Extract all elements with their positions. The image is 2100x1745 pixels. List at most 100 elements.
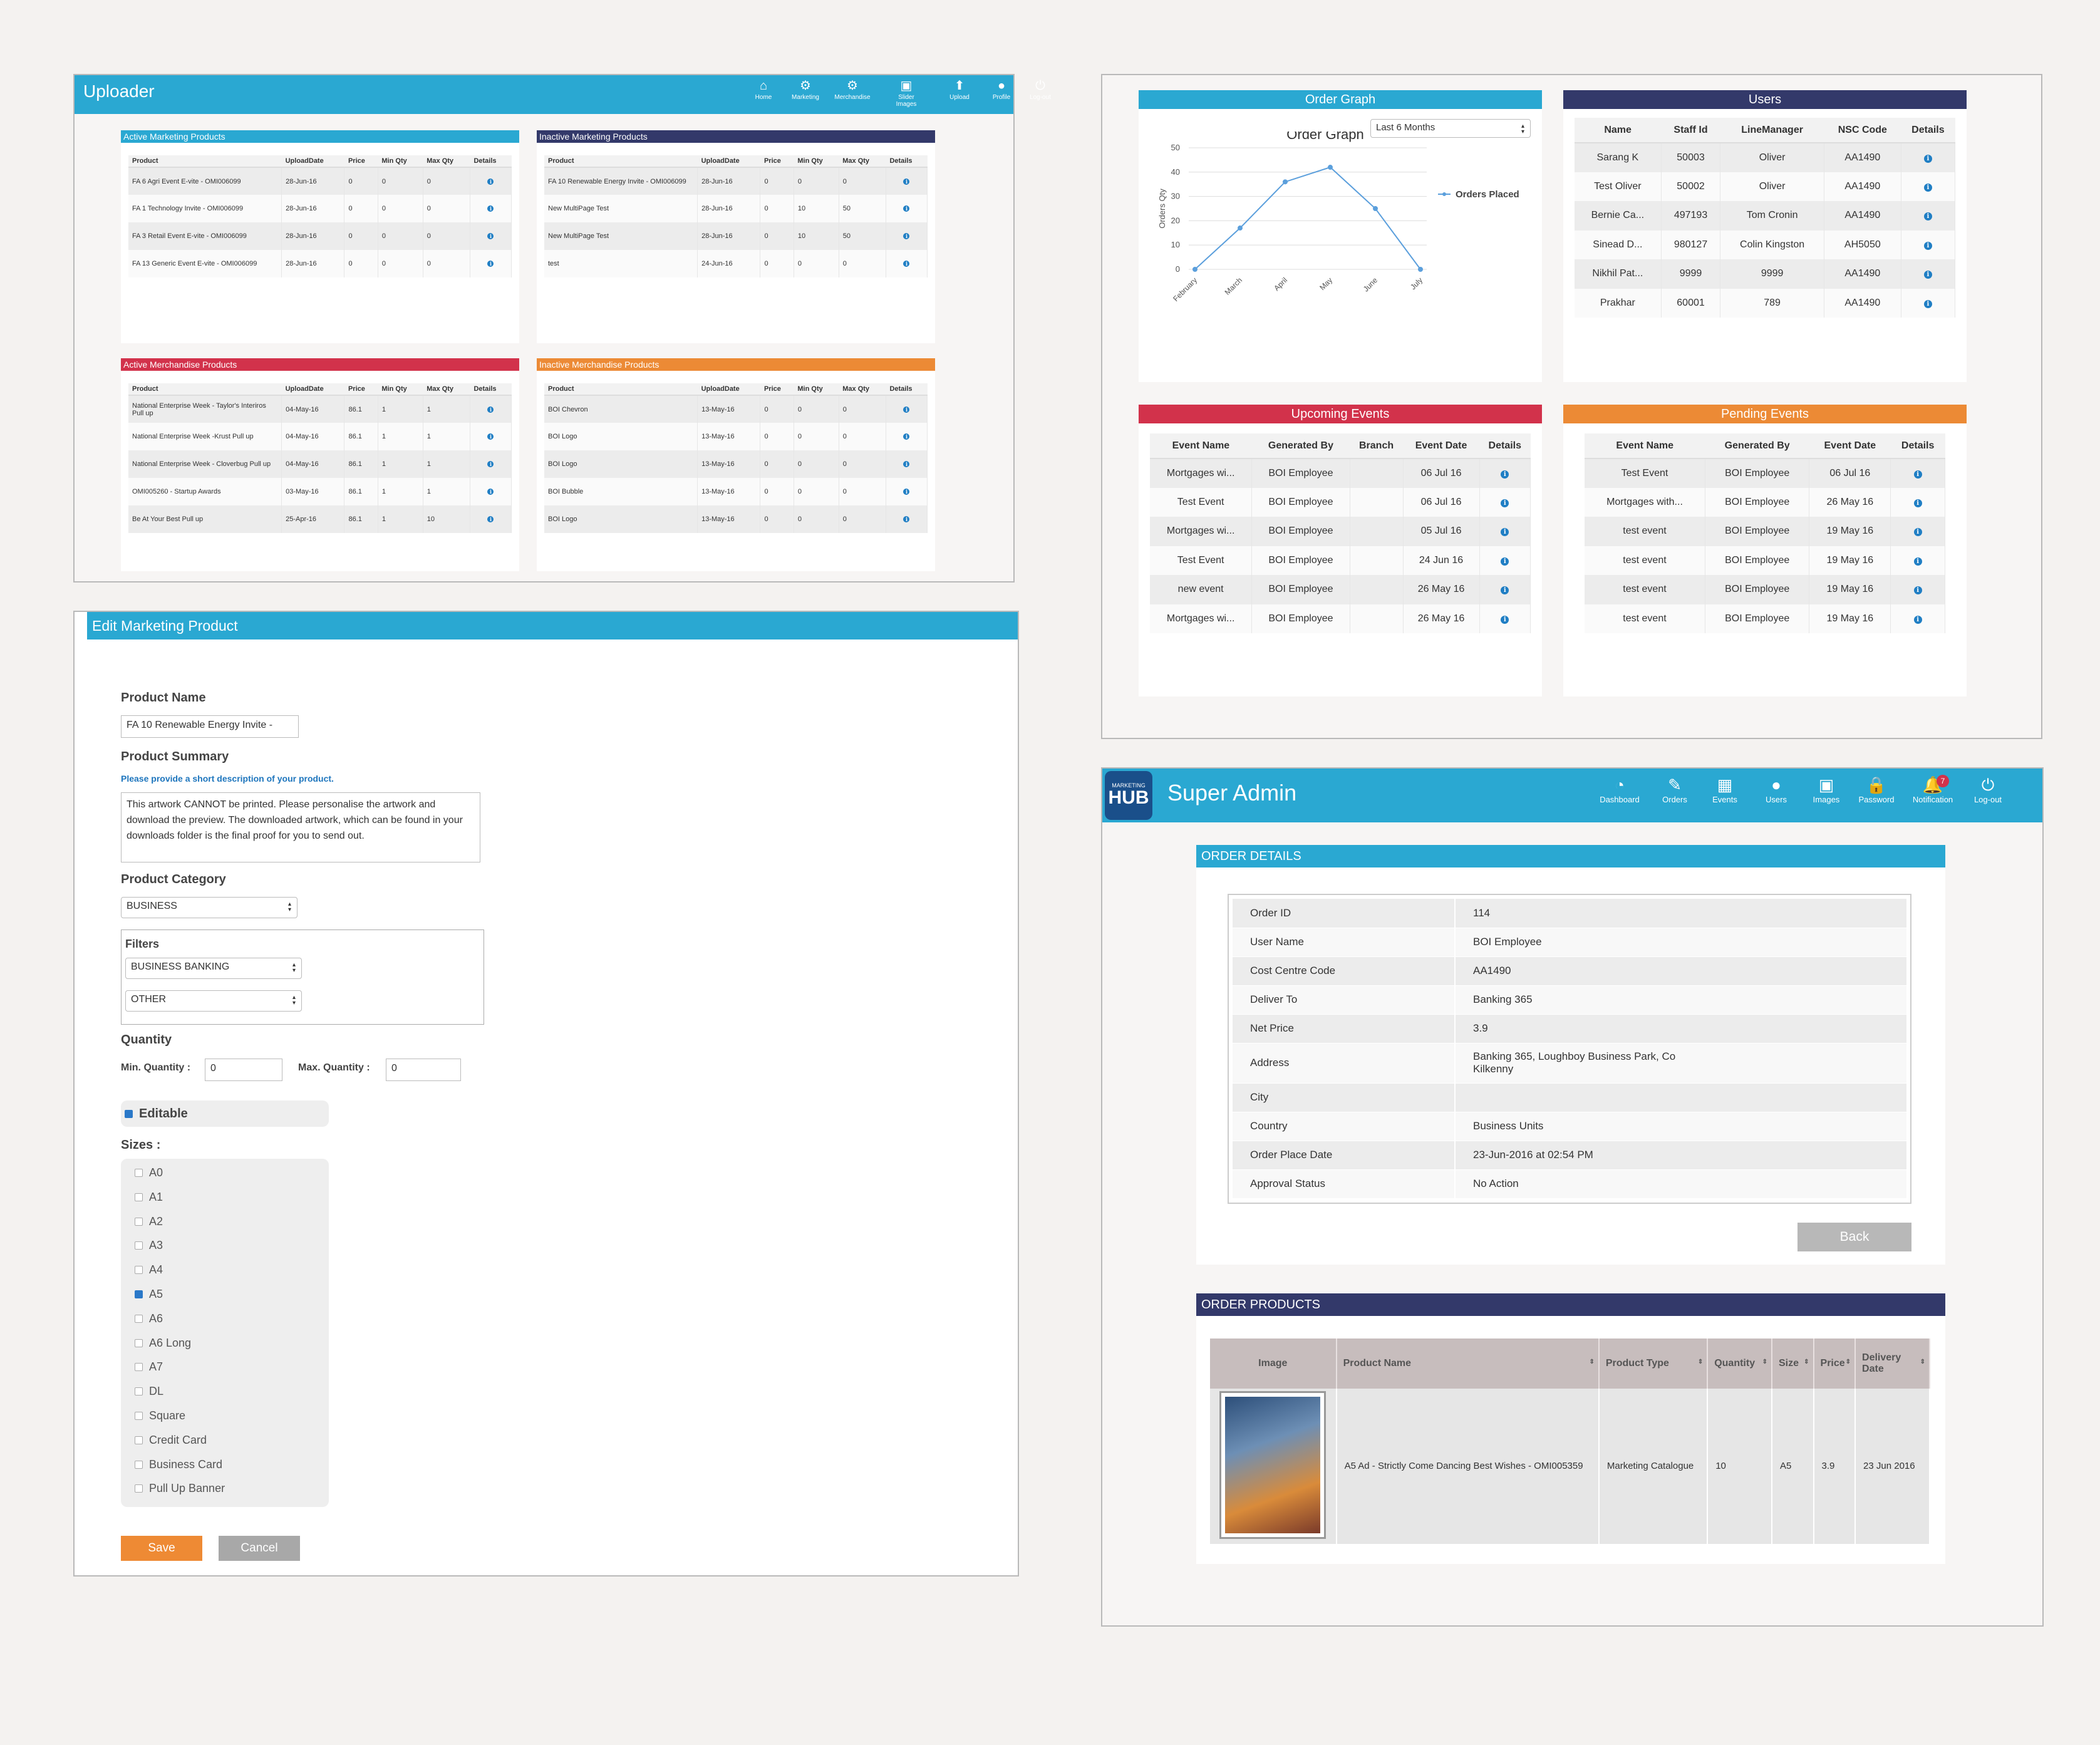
column-header[interactable]: Min Qty <box>378 383 423 396</box>
column-header[interactable]: Max Qty <box>839 155 886 168</box>
nav-events[interactable]: ▦ Events <box>1700 775 1750 804</box>
details-info-icon[interactable]: i <box>487 516 494 522</box>
details-info-icon[interactable]: i <box>487 205 494 212</box>
column-header[interactable]: Details <box>886 155 928 168</box>
size-option[interactable]: A5 <box>135 1288 163 1301</box>
nav-log-out[interactable]: ⏻ Log-out <box>1022 78 1059 101</box>
size-checkbox[interactable] <box>135 1387 143 1396</box>
column-header[interactable]: Image <box>1210 1339 1337 1389</box>
data-point[interactable] <box>1192 267 1197 272</box>
nav-profile[interactable]: ● Profile <box>983 78 1020 101</box>
cancel-button[interactable]: Cancel <box>219 1536 300 1561</box>
column-header[interactable]: Product <box>128 383 282 396</box>
column-header[interactable]: Price <box>344 383 378 396</box>
legend-label[interactable]: Orders Placed <box>1456 189 1519 200</box>
range-select[interactable]: Last 6 Months <box>1370 119 1531 138</box>
size-option[interactable]: Business Card <box>135 1458 222 1471</box>
filter-select-1[interactable]: BUSINESS BANKING <box>125 958 302 979</box>
details-info-icon[interactable]: i <box>1923 299 1932 308</box>
nav-orders[interactable]: ✎ Orders <box>1650 775 1700 804</box>
details-info-icon[interactable]: i <box>487 178 494 185</box>
details-info-icon[interactable]: i <box>903 433 910 440</box>
nav-dashboard[interactable]: ◔ Dashboard <box>1595 775 1645 804</box>
column-header[interactable]: Size ⇕ <box>1772 1339 1814 1389</box>
size-option[interactable]: Square <box>135 1409 185 1422</box>
column-header[interactable]: Max Qty <box>423 155 470 168</box>
details-info-icon[interactable]: i <box>487 489 494 495</box>
column-header[interactable]: Quantity ⇕ <box>1707 1339 1772 1389</box>
column-header[interactable]: Min Qty <box>378 155 423 168</box>
column-header[interactable]: Delivery Date ⇕ <box>1855 1339 1930 1389</box>
details-info-icon[interactable]: i <box>1913 470 1922 479</box>
column-header[interactable]: UploadDate <box>281 155 344 168</box>
details-info-icon[interactable]: i <box>903 205 910 212</box>
details-info-icon[interactable]: i <box>1923 212 1932 221</box>
nav-merchandise[interactable]: ⚙ Merchandise <box>834 78 871 101</box>
column-header[interactable]: Product Type ⇕ <box>1598 1339 1709 1389</box>
size-option[interactable]: A4 <box>135 1263 163 1276</box>
size-option[interactable]: A3 <box>135 1239 163 1252</box>
nav-home[interactable]: ⌂ Home <box>745 78 782 101</box>
size-checkbox[interactable] <box>135 1193 143 1201</box>
size-checkbox[interactable] <box>135 1169 143 1177</box>
sort-icon[interactable]: ⇕ <box>1697 1359 1704 1365</box>
column-header[interactable]: Max Qty <box>423 383 470 396</box>
details-info-icon[interactable]: i <box>1501 557 1509 566</box>
column-header[interactable]: Price <box>760 383 794 396</box>
details-info-icon[interactable]: i <box>1923 154 1932 163</box>
size-checkbox[interactable] <box>135 1339 143 1347</box>
details-info-icon[interactable]: i <box>1913 586 1922 595</box>
details-info-icon[interactable]: i <box>1913 615 1922 624</box>
nav-marketing[interactable]: ⚙ Marketing <box>787 78 824 101</box>
size-option[interactable]: A7 <box>135 1360 163 1374</box>
details-info-icon[interactable]: i <box>903 406 910 413</box>
details-info-icon[interactable]: i <box>903 461 910 467</box>
nav-slider-images[interactable]: ▣ Slider Images <box>887 78 925 108</box>
details-info-icon[interactable]: i <box>487 406 494 413</box>
details-info-icon[interactable]: i <box>1913 528 1922 537</box>
back-button[interactable]: Back <box>1797 1223 1911 1251</box>
column-header[interactable]: Product Name ⇕ <box>1336 1339 1600 1389</box>
details-info-icon[interactable]: i <box>903 489 910 495</box>
details-info-icon[interactable]: i <box>487 461 494 467</box>
column-header[interactable]: Product <box>544 155 698 168</box>
nav-password[interactable]: 🔒 Password <box>1851 775 1901 804</box>
sort-icon[interactable]: ⇕ <box>1804 1359 1809 1365</box>
details-info-icon[interactable]: i <box>1913 557 1922 566</box>
details-info-icon[interactable]: i <box>1501 528 1509 537</box>
column-header[interactable]: Details <box>470 155 512 168</box>
column-header[interactable]: Price <box>760 155 794 168</box>
column-header[interactable]: Product <box>128 155 282 168</box>
details-info-icon[interactable]: i <box>903 516 910 522</box>
column-header[interactable]: Max Qty <box>839 383 886 396</box>
size-option[interactable]: A6 Long <box>135 1337 191 1350</box>
details-info-icon[interactable]: i <box>1923 183 1932 192</box>
details-info-icon[interactable]: i <box>1501 499 1509 507</box>
column-header[interactable]: UploadDate <box>697 383 760 396</box>
details-info-icon[interactable]: i <box>1913 499 1922 507</box>
size-option[interactable]: A1 <box>135 1191 163 1204</box>
nav-log-out[interactable]: ⏻ Log-out <box>1963 775 2013 804</box>
column-header[interactable]: Min Qty <box>794 383 839 396</box>
details-info-icon[interactable]: i <box>903 178 910 185</box>
data-point[interactable] <box>1238 225 1243 231</box>
size-option[interactable]: Credit Card <box>135 1434 207 1447</box>
nav-upload[interactable]: ⬆ Upload <box>941 78 978 101</box>
save-button[interactable]: Save <box>121 1536 202 1561</box>
sort-icon[interactable]: ⇕ <box>1920 1359 1925 1365</box>
column-header[interactable]: Product <box>544 383 698 396</box>
size-checkbox[interactable] <box>135 1412 143 1420</box>
min-quantity-input[interactable]: 0 <box>205 1059 282 1081</box>
size-checkbox[interactable] <box>135 1266 143 1275</box>
product-name-input[interactable]: FA 10 Renewable Energy Invite - <box>121 715 299 738</box>
size-option[interactable]: A2 <box>135 1215 163 1228</box>
details-info-icon[interactable]: i <box>1923 241 1932 250</box>
details-info-icon[interactable]: i <box>1501 586 1509 595</box>
product-summary-textarea[interactable]: This artwork CANNOT be printed. Please p… <box>121 792 480 862</box>
size-checkbox[interactable] <box>135 1241 143 1250</box>
data-point[interactable] <box>1328 165 1333 170</box>
nav-images[interactable]: ▣ Images <box>1801 775 1851 804</box>
sort-icon[interactable]: ⇕ <box>1589 1359 1595 1365</box>
column-header[interactable]: Min Qty <box>794 155 839 168</box>
size-checkbox[interactable] <box>135 1314 143 1323</box>
